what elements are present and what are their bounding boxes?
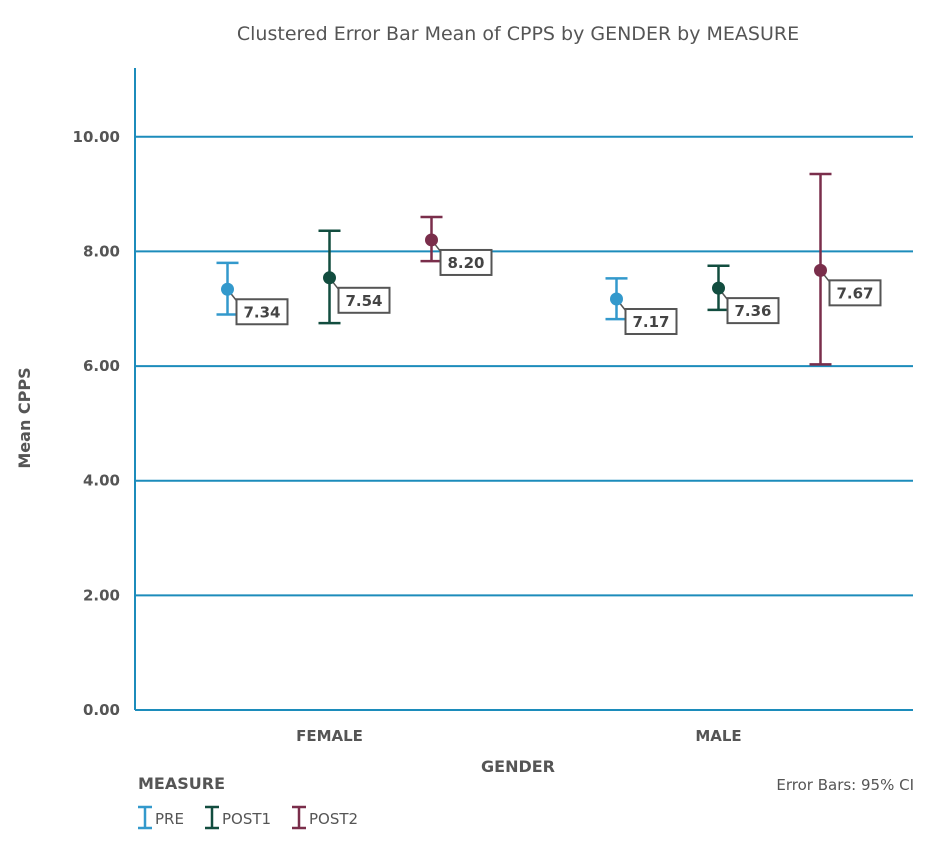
value-label-box: [235, 298, 289, 326]
value-label: 7.17: [632, 313, 669, 331]
legend-title: MEASURE: [138, 774, 225, 793]
value-label: 7.54: [345, 292, 382, 310]
value-label-box: [439, 248, 493, 276]
value-label-box: [337, 286, 391, 314]
y-tick-label: 0.00: [83, 701, 120, 719]
y-tick-label: 8.00: [83, 242, 120, 260]
series-marks: 7.34 7.17 7.54 7.36 8.20 7.67: [216, 172, 882, 366]
x-axis-title: GENDER: [481, 757, 555, 776]
mean-point: [610, 292, 623, 306]
legend-item-post2: POST2: [292, 805, 358, 830]
value-label: 7.36: [734, 302, 771, 320]
legend-error-bar-icon: [138, 805, 152, 830]
chart-title: Clustered Error Bar Mean of CPPS by GEND…: [237, 23, 799, 45]
mean-point: [712, 281, 725, 295]
x-tick-labels: FEMALE MALE: [296, 727, 742, 745]
y-tick-label: 4.00: [83, 472, 120, 490]
y-tick-label: 2.00: [83, 586, 120, 604]
value-label-box: [828, 279, 882, 307]
mean-point: [425, 233, 438, 247]
value-label: 7.34: [243, 303, 280, 321]
series-pre: 7.34 7.17: [216, 261, 678, 336]
legend-error-bar-icon: [205, 805, 219, 830]
mean-point: [221, 282, 234, 296]
mean-point: [814, 263, 827, 277]
value-label-box: [726, 297, 780, 325]
value-label-box: [624, 308, 678, 336]
value-label: 7.67: [836, 284, 873, 302]
legend-label: PRE: [155, 810, 184, 828]
legend-item-post1: POST1: [205, 805, 271, 830]
series-post1: 7.54 7.36: [318, 229, 780, 325]
y-tick-labels: 0.00 2.00 4.00 6.00 8.00 10.00: [73, 128, 120, 719]
gridlines: [135, 135, 913, 597]
mean-point: [323, 271, 336, 285]
value-label: 8.20: [447, 254, 484, 272]
x-tick-label: FEMALE: [296, 727, 363, 745]
x-tick-label: MALE: [695, 727, 741, 745]
y-tick-label: 10.00: [73, 128, 120, 146]
legend: PRE POST1 POST2: [138, 805, 358, 830]
y-axis-title: Mean CPPS: [15, 367, 34, 468]
legend-item-pre: PRE: [138, 805, 184, 830]
legend-label: POST2: [309, 810, 358, 828]
axes: [134, 68, 913, 711]
series-post2: 8.20 7.67: [420, 172, 882, 366]
legend-error-bar-icon: [292, 805, 306, 830]
y-tick-label: 6.00: [83, 357, 120, 375]
legend-label: POST1: [222, 810, 271, 828]
error-bar-footnote: Error Bars: 95% CI: [776, 776, 914, 794]
